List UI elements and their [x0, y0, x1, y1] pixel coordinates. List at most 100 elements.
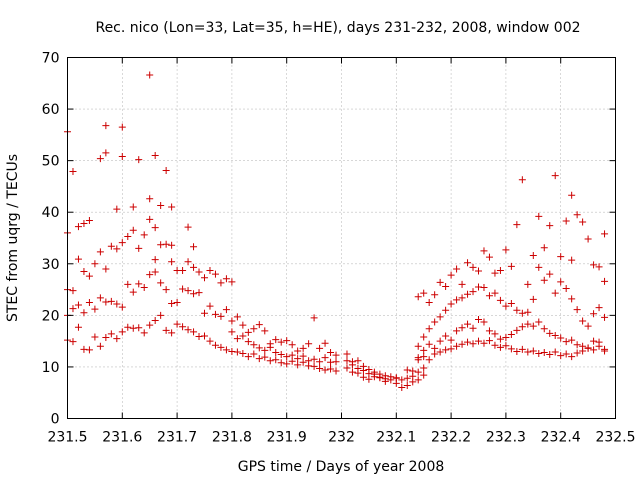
data-point-marker — [458, 280, 466, 288]
data-point-marker — [540, 325, 548, 333]
data-point-marker — [458, 324, 466, 332]
data-point-marker — [168, 299, 176, 307]
data-point-marker — [239, 350, 247, 358]
data-point-marker — [579, 317, 587, 325]
data-point-marker — [496, 343, 504, 351]
data-point-marker — [157, 279, 165, 287]
data-point-marker — [250, 350, 258, 358]
data-point-marker — [529, 347, 537, 355]
data-point-marker — [135, 156, 143, 164]
data-point-marker — [529, 295, 537, 303]
data-point-marker — [584, 235, 592, 243]
data-point-marker — [540, 244, 548, 252]
data-point-marker — [321, 354, 329, 362]
data-point-marker — [217, 279, 225, 287]
data-point-marker — [146, 195, 154, 203]
data-point-marker — [348, 368, 356, 376]
data-point-marker — [573, 349, 581, 357]
data-point-marker — [546, 329, 554, 337]
data-point-marker — [464, 338, 472, 346]
data-point-marker — [261, 327, 269, 335]
data-point-marker — [102, 298, 110, 306]
data-point-marker — [151, 268, 159, 276]
data-point-marker — [294, 347, 302, 355]
data-point-marker — [480, 318, 488, 326]
data-point-marker — [283, 337, 291, 345]
x-tick-label: 232.1 — [376, 430, 416, 446]
data-point-marker — [288, 357, 296, 365]
data-point-marker — [129, 226, 137, 234]
data-point-marker — [244, 338, 252, 346]
data-point-marker — [414, 376, 422, 384]
data-point-marker — [359, 373, 367, 381]
data-point-marker — [146, 71, 154, 79]
data-point-marker — [414, 354, 422, 362]
data-point-marker — [299, 358, 307, 366]
data-point-marker — [475, 315, 482, 323]
data-point-marker — [540, 276, 548, 284]
data-point-marker — [414, 342, 422, 350]
data-point-marker — [359, 367, 367, 375]
data-point-marker — [546, 270, 554, 278]
data-point-marker — [507, 262, 515, 270]
data-point-marker — [332, 367, 340, 375]
data-point-marker — [453, 296, 461, 304]
data-point-marker — [568, 336, 576, 344]
data-point-marker — [184, 326, 192, 334]
data-point-marker — [431, 291, 439, 299]
data-point-marker — [343, 364, 351, 372]
data-point-marker — [502, 334, 510, 342]
data-point-marker — [475, 283, 482, 291]
data-point-marker — [464, 290, 472, 298]
data-point-marker — [118, 153, 126, 161]
data-point-marker — [162, 326, 170, 334]
data-point-marker — [447, 345, 455, 353]
data-point-marker — [551, 289, 559, 297]
y-tick-label: 30 — [42, 257, 60, 273]
data-point-marker — [557, 334, 565, 342]
data-point-marker — [403, 374, 411, 382]
data-point-marker — [551, 331, 559, 339]
data-point-marker — [535, 350, 543, 358]
data-point-marker — [590, 310, 598, 318]
data-point-marker — [381, 375, 389, 383]
data-point-marker — [436, 348, 444, 356]
data-point-marker — [206, 302, 214, 310]
data-point-marker — [184, 287, 192, 295]
data-point-marker — [96, 342, 104, 350]
data-point-marker — [195, 268, 203, 276]
data-point-marker — [85, 298, 93, 306]
data-point-marker — [305, 340, 313, 348]
grid-lines — [67, 57, 616, 419]
data-point-marker — [513, 221, 521, 229]
data-point-marker — [507, 345, 515, 353]
data-point-marker — [107, 297, 115, 305]
data-point-marker — [601, 230, 609, 238]
data-point-marker — [151, 151, 159, 159]
data-point-marker — [568, 191, 576, 199]
data-point-marker — [266, 357, 274, 365]
data-point-marker — [480, 339, 488, 347]
data-point-marker — [485, 253, 493, 261]
data-point-marker — [409, 367, 417, 375]
data-point-marker — [354, 364, 362, 372]
data-point-marker — [327, 358, 335, 366]
data-point-marker — [496, 296, 504, 304]
x-tick-label: 232 — [328, 430, 355, 446]
data-point-marker — [568, 295, 576, 303]
data-point-marker — [573, 306, 581, 314]
data-point-marker — [496, 266, 504, 274]
data-point-marker — [420, 333, 428, 341]
data-point-marker — [343, 350, 351, 358]
data-point-marker — [250, 325, 258, 333]
data-point-marker — [102, 122, 110, 130]
data-point-marker — [277, 359, 285, 367]
data-point-marker — [244, 328, 252, 336]
data-point-marker — [557, 253, 565, 261]
data-point-marker — [354, 357, 362, 365]
data-point-marker — [562, 217, 570, 225]
data-point-marker — [135, 324, 143, 332]
data-point-marker — [535, 263, 543, 271]
data-point-marker — [442, 282, 450, 290]
data-point-marker — [102, 265, 110, 273]
